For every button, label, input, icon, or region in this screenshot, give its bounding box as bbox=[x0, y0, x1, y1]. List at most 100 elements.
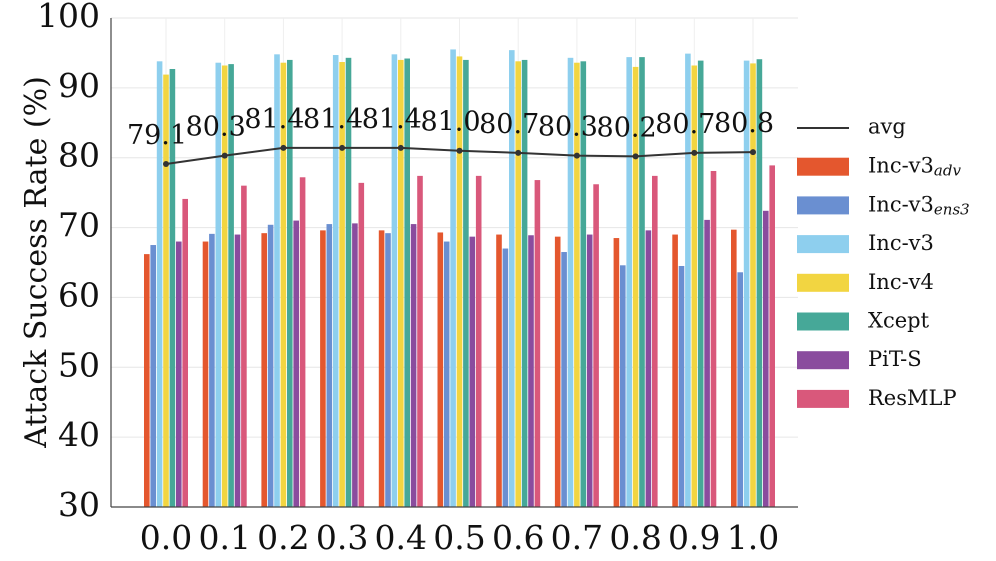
avg-line bbox=[163, 144, 756, 168]
bar bbox=[731, 229, 737, 507]
x-tick-label: 1.0 bbox=[727, 518, 779, 557]
bar bbox=[156, 61, 163, 507]
y-tick-label: 80 bbox=[58, 136, 100, 175]
y-tick-label: 30 bbox=[58, 485, 100, 524]
bar bbox=[450, 49, 456, 507]
bar bbox=[299, 177, 306, 507]
x-tick-label: 0.3 bbox=[316, 518, 368, 557]
bar bbox=[554, 236, 561, 507]
bar bbox=[417, 175, 423, 507]
bar bbox=[410, 224, 417, 508]
bar bbox=[267, 224, 274, 507]
avg-point bbox=[456, 147, 463, 154]
bar bbox=[463, 59, 469, 508]
bar bbox=[437, 232, 444, 507]
y-tick-label: 90 bbox=[58, 66, 100, 105]
bar bbox=[169, 68, 176, 507]
bar bbox=[345, 57, 352, 507]
avg-data-label: 81.4 bbox=[303, 104, 363, 135]
y-tick-label: 60 bbox=[58, 275, 100, 314]
avg-data-label: 80.8 bbox=[714, 108, 774, 139]
bar bbox=[358, 182, 365, 507]
y-axis-label: Attack Success Rate (%) bbox=[19, 76, 54, 449]
bar bbox=[639, 57, 645, 508]
bar bbox=[215, 62, 222, 508]
bar bbox=[613, 238, 620, 508]
x-tick-label: 0.4 bbox=[375, 518, 427, 557]
bar bbox=[769, 165, 775, 508]
avg-data-label: 80.3 bbox=[186, 112, 246, 143]
avg-data-label: 79.1 bbox=[127, 120, 187, 151]
avg-point bbox=[691, 149, 698, 156]
x-tick-label: 0.6 bbox=[492, 518, 544, 557]
bar bbox=[567, 57, 574, 507]
bar bbox=[144, 254, 150, 507]
bar bbox=[332, 55, 339, 507]
bar bbox=[502, 248, 509, 507]
bar bbox=[743, 60, 750, 508]
avg-point bbox=[221, 152, 228, 159]
x-tick-label: 0.8 bbox=[609, 518, 661, 557]
legend-swatch bbox=[797, 351, 849, 370]
bar bbox=[561, 252, 567, 507]
bar bbox=[710, 170, 717, 508]
bar bbox=[456, 56, 463, 508]
bar bbox=[672, 234, 678, 508]
legend-label: Inc-v3ens3 bbox=[868, 192, 970, 219]
bar bbox=[645, 230, 652, 507]
bar bbox=[293, 220, 299, 508]
x-tick-label: 0.2 bbox=[257, 518, 309, 557]
bar bbox=[586, 234, 593, 508]
bar bbox=[756, 59, 763, 508]
avg-point bbox=[280, 144, 287, 151]
bar bbox=[697, 60, 704, 508]
avg-data-label: 81.0 bbox=[420, 107, 480, 138]
bar bbox=[287, 59, 293, 508]
bar bbox=[737, 272, 743, 507]
bar bbox=[750, 63, 756, 508]
y-tick-labels: 30 40 50 60 70 80 90 100 bbox=[37, 0, 100, 524]
legend-label: Inc-v3 bbox=[868, 231, 934, 255]
bar bbox=[228, 64, 234, 507]
bar bbox=[632, 66, 639, 508]
bar bbox=[620, 265, 626, 507]
y-tick-label: 40 bbox=[58, 415, 100, 454]
bar bbox=[385, 233, 391, 507]
avg-point bbox=[339, 144, 346, 151]
x-tick-label: 0.9 bbox=[668, 518, 720, 557]
avg-data-label: 80.7 bbox=[655, 109, 715, 140]
bar bbox=[691, 65, 698, 507]
bar bbox=[352, 223, 358, 507]
bars bbox=[144, 49, 775, 508]
legend-swatch bbox=[797, 273, 849, 292]
avg-point bbox=[515, 149, 522, 156]
y-tick-label: 50 bbox=[58, 345, 100, 384]
bar bbox=[443, 241, 450, 508]
avg-data-label: 80.7 bbox=[479, 109, 539, 140]
avg-data-label: 81.4 bbox=[244, 104, 304, 135]
avg-point bbox=[750, 149, 756, 156]
bar bbox=[378, 230, 385, 507]
x-tick-label: 0.7 bbox=[551, 518, 603, 557]
bar bbox=[475, 175, 482, 507]
bar bbox=[521, 59, 528, 508]
bar bbox=[274, 54, 280, 507]
bar bbox=[626, 57, 632, 508]
bar bbox=[182, 198, 188, 507]
bar bbox=[685, 53, 691, 508]
legend-label: PiT-S bbox=[868, 347, 922, 371]
bar bbox=[280, 62, 287, 508]
avg-point bbox=[573, 152, 580, 159]
bar bbox=[261, 233, 267, 507]
legend-swatch bbox=[797, 157, 849, 176]
x-tick-labels: 0.0 0.1 0.2 0.3 0.4 0.5 0.6 0.7 0.8 0.9 1.0 bbox=[140, 518, 779, 557]
bar bbox=[221, 65, 228, 507]
bar bbox=[763, 210, 769, 507]
bar bbox=[234, 234, 241, 508]
bar bbox=[176, 241, 182, 508]
avg-labels: 79.180.381.481.481.481.080.780.380.280.7… bbox=[127, 104, 774, 151]
legend-swatch bbox=[797, 312, 849, 331]
bar bbox=[469, 236, 476, 507]
x-tick-label: 0.5 bbox=[433, 518, 485, 557]
